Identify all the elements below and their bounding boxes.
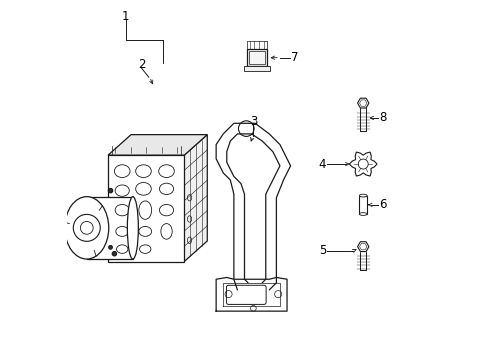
Text: 1: 1 (122, 10, 129, 23)
Polygon shape (108, 135, 207, 155)
Text: 6: 6 (378, 198, 386, 211)
Text: 4: 4 (318, 158, 325, 171)
Text: 8: 8 (378, 112, 386, 125)
Circle shape (108, 246, 112, 249)
Circle shape (112, 252, 116, 256)
Text: 3: 3 (249, 115, 257, 128)
Circle shape (108, 189, 112, 193)
Ellipse shape (359, 194, 366, 197)
Text: 5: 5 (318, 244, 325, 257)
Text: 2: 2 (138, 58, 145, 71)
Polygon shape (184, 135, 207, 261)
Ellipse shape (127, 197, 138, 259)
Ellipse shape (65, 197, 108, 259)
Bar (246, 49, 266, 66)
Bar (359, 195, 366, 214)
Bar (108, 155, 184, 261)
Text: 7: 7 (290, 51, 298, 64)
Polygon shape (349, 152, 376, 176)
Ellipse shape (359, 213, 366, 215)
Bar (86, 197, 133, 259)
Bar (248, 51, 264, 64)
Circle shape (358, 159, 367, 169)
Bar (244, 66, 269, 71)
